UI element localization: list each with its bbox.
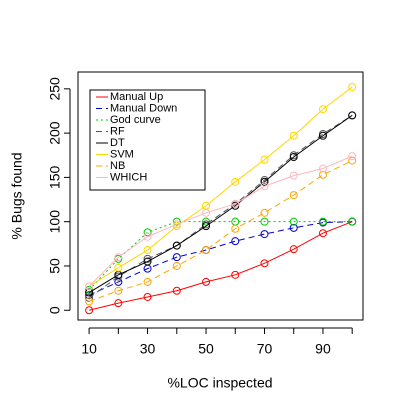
legend-label: Manual Down (110, 102, 177, 114)
point (231, 224, 240, 233)
point (260, 155, 269, 164)
point (114, 263, 123, 272)
point (260, 259, 269, 268)
point (318, 217, 327, 226)
point (172, 217, 181, 226)
point (143, 292, 152, 301)
point (85, 297, 94, 306)
point (114, 286, 123, 295)
point (143, 232, 152, 241)
point (318, 170, 327, 179)
point (202, 246, 211, 255)
point (348, 83, 357, 92)
point (172, 286, 181, 295)
point (318, 105, 327, 114)
x-tick-label: 90 (315, 341, 331, 357)
point (260, 217, 269, 226)
y-tick-label: 150 (47, 166, 63, 190)
point (202, 208, 211, 217)
point (231, 237, 240, 246)
y-tick-label: 100 (47, 210, 63, 234)
x-tick-label: 70 (257, 341, 273, 357)
point (260, 230, 269, 239)
series-line (88, 114, 353, 293)
point (318, 131, 327, 140)
point (172, 253, 181, 262)
x-tick-label: 30 (140, 341, 156, 357)
y-axis-label: % Bugs found (9, 152, 25, 239)
y-tick-label: 250 (47, 77, 63, 101)
point (202, 222, 211, 231)
y-tick-label: 200 (47, 121, 63, 145)
series-line (88, 221, 353, 311)
legend-label: WHICH (110, 171, 147, 183)
point (114, 299, 123, 308)
point (289, 171, 298, 180)
point (348, 156, 357, 165)
legend-label: God curve (110, 114, 161, 126)
point (172, 241, 181, 250)
y-tick-label: 0 (47, 306, 63, 314)
point (114, 253, 123, 262)
point (231, 199, 240, 208)
point (318, 229, 327, 238)
point (143, 254, 152, 263)
legend-label: Manual Up (110, 91, 163, 103)
plot-frame (77, 71, 364, 321)
series-line (88, 155, 353, 287)
point (85, 306, 94, 315)
legend-box (89, 89, 206, 191)
x-tick-label: 10 (81, 341, 97, 357)
point (231, 270, 240, 279)
point (231, 177, 240, 186)
point (289, 217, 298, 226)
point (318, 164, 327, 173)
point (143, 228, 152, 237)
point (289, 245, 298, 254)
series-line (88, 221, 353, 296)
point (348, 111, 357, 120)
point (143, 257, 152, 266)
point (143, 277, 152, 286)
point (289, 223, 298, 232)
point (172, 220, 181, 229)
x-tick-label: 50 (198, 341, 214, 357)
point (348, 217, 357, 226)
legend-label: NB (110, 160, 125, 172)
point (260, 182, 269, 191)
legend-label: DT (110, 137, 125, 149)
point (143, 246, 152, 255)
point (289, 131, 298, 140)
series-line (88, 221, 353, 291)
legend-label: RF (110, 125, 125, 137)
point (85, 282, 94, 291)
point (172, 261, 181, 270)
point (260, 208, 269, 217)
point (289, 191, 298, 200)
point (202, 277, 211, 286)
y-tick-label: 50 (47, 258, 63, 274)
series-line (88, 86, 353, 287)
x-axis-label: %LOC inspected (167, 375, 272, 391)
point (260, 177, 269, 186)
legend-label: SVM (110, 148, 134, 160)
point (289, 153, 298, 162)
point (85, 288, 94, 297)
point (348, 152, 357, 161)
